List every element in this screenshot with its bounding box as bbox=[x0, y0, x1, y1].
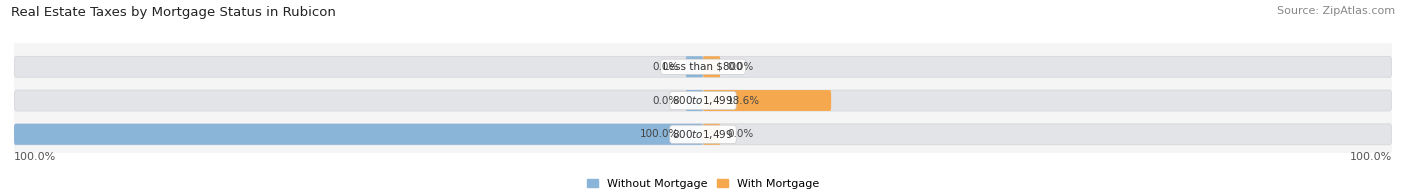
Text: Source: ZipAtlas.com: Source: ZipAtlas.com bbox=[1277, 6, 1395, 16]
FancyBboxPatch shape bbox=[703, 124, 720, 145]
Text: 0.0%: 0.0% bbox=[727, 62, 754, 72]
Text: 0.0%: 0.0% bbox=[652, 62, 679, 72]
FancyBboxPatch shape bbox=[14, 124, 703, 145]
Text: 100.0%: 100.0% bbox=[14, 152, 56, 162]
Text: $800 to $1,499: $800 to $1,499 bbox=[672, 128, 734, 141]
FancyBboxPatch shape bbox=[14, 56, 1392, 77]
Text: Less than $800: Less than $800 bbox=[664, 62, 742, 72]
FancyBboxPatch shape bbox=[686, 56, 703, 77]
Text: 100.0%: 100.0% bbox=[1350, 152, 1392, 162]
FancyBboxPatch shape bbox=[703, 90, 831, 111]
FancyBboxPatch shape bbox=[686, 90, 703, 111]
FancyBboxPatch shape bbox=[14, 124, 1392, 145]
FancyBboxPatch shape bbox=[14, 90, 1392, 111]
Text: 0.0%: 0.0% bbox=[652, 95, 679, 105]
FancyBboxPatch shape bbox=[703, 56, 720, 77]
Text: $800 to $1,499: $800 to $1,499 bbox=[672, 94, 734, 107]
Legend: Without Mortgage, With Mortgage: Without Mortgage, With Mortgage bbox=[582, 174, 824, 193]
Text: Real Estate Taxes by Mortgage Status in Rubicon: Real Estate Taxes by Mortgage Status in … bbox=[11, 6, 336, 19]
Text: 100.0%: 100.0% bbox=[640, 129, 679, 139]
Text: 18.6%: 18.6% bbox=[727, 95, 761, 105]
Text: 0.0%: 0.0% bbox=[727, 129, 754, 139]
